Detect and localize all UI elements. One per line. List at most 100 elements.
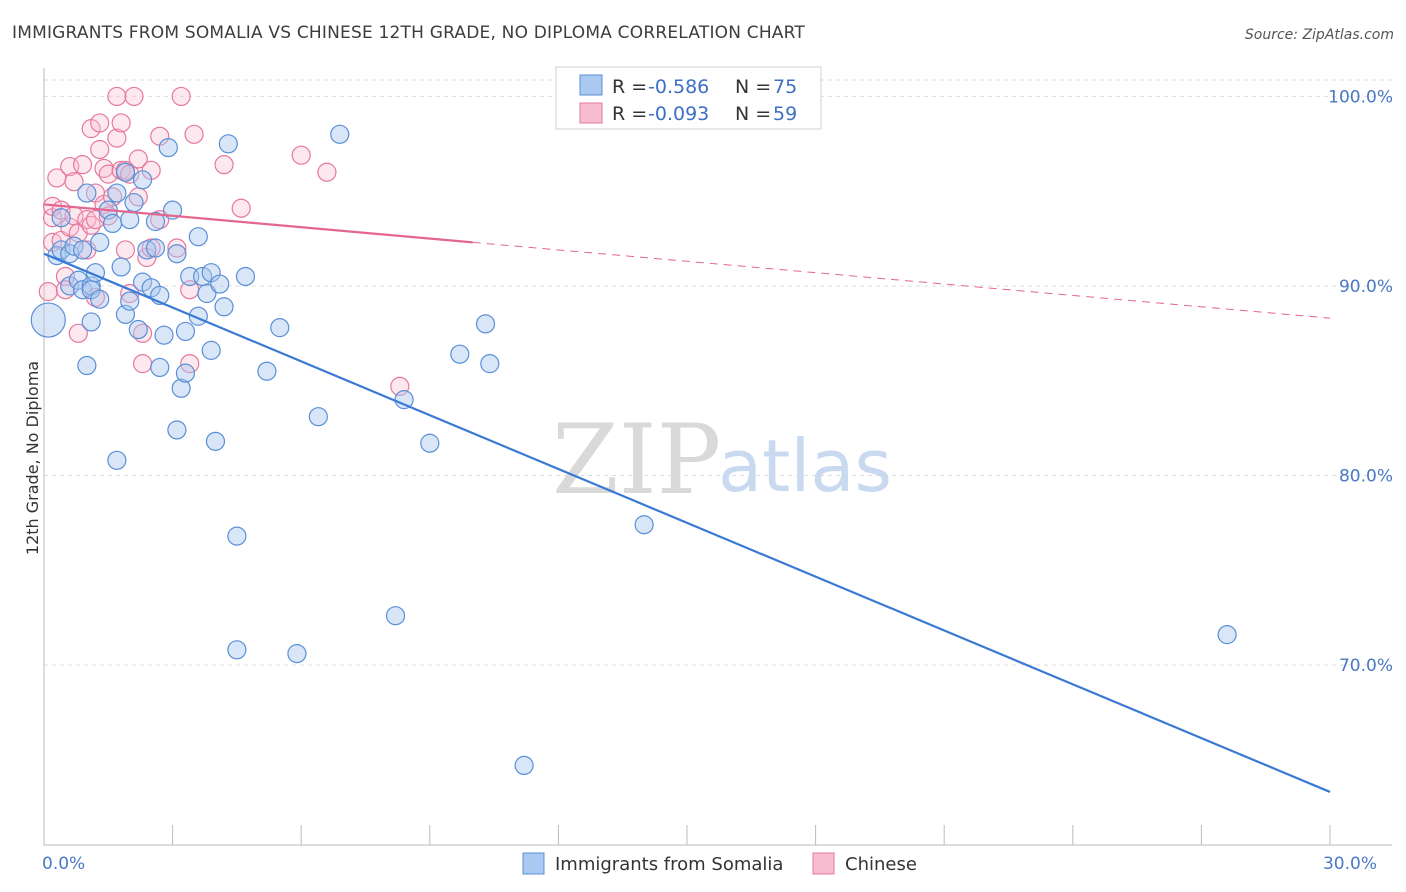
somalia-point [420,433,440,453]
legend-swatch-chinese [579,102,603,124]
somalia-point [197,283,217,304]
legend-r-label-chinese: R = [612,103,647,125]
chinese-point [128,149,148,169]
somalia-point [475,314,496,334]
series-somalia-points [30,124,1237,776]
somalia-point [132,170,153,190]
somalia-point [90,232,110,252]
somalia-point [171,378,191,398]
chinese-point [90,139,110,160]
somalia-point [158,137,178,158]
somalia-point [175,321,196,342]
somalia-point [210,274,230,294]
y-axis-label: 12th Grade, No Diploma [23,361,42,555]
chinese-point [38,282,58,302]
y-tick-label: 70.0% [1339,656,1393,676]
somalia-point [145,238,166,258]
somalia-point [107,450,127,470]
somalia-point [115,162,136,182]
axes: 100.0% 90.0% 80.0% 70.0% 0.0% 30.0% [42,68,1393,874]
y-tick-label: 80.0% [1339,466,1393,486]
somalia-point [167,420,187,440]
chinese-point [107,128,127,148]
correlation-legend: R = -0.586 N = 75 R = -0.093 N = 59 [555,66,822,130]
somalia-point [77,183,97,203]
somalia-point [111,257,131,277]
chinese-point [72,155,93,175]
chinese-point [115,240,136,260]
somalia-point [205,431,226,451]
series-legend-swatch-somalia [522,852,545,875]
chinese-point [291,145,311,165]
y-tick-label: 90.0% [1339,277,1393,297]
somalia-point [128,319,148,340]
somalia-point [81,312,101,332]
legend-n-value-chinese: 59 [773,103,797,125]
somalia-point [218,134,238,154]
somalia-point [188,227,208,247]
somalia-point [227,640,247,660]
chinese-point [68,323,88,343]
somalia-point [201,340,221,360]
x-tick-label: 0.0% [42,854,85,874]
chinese-trend-line [43,203,473,244]
chinese-point [90,113,110,133]
somalia-point [480,354,500,374]
somalia-point [214,297,234,317]
chinese-point [184,124,204,144]
chinese-point [171,86,191,107]
somalia-point [154,325,174,345]
somalia-point [634,515,654,535]
chinese-point [55,266,76,287]
source-label: Source: ZipAtlas.com [1245,27,1394,43]
series-chinese-points [38,86,410,396]
somalia-point [308,407,328,427]
legend-swatch-somalia [579,74,603,96]
somalia-point [167,244,187,264]
series-legend: Immigrants from Somalia Chinese [522,852,917,875]
legend-n-value-somalia: 75 [773,76,797,98]
watermark-atlas: atlas [718,424,892,508]
somalia-point [51,208,71,228]
chinese-point [124,86,144,107]
somalia-point [90,289,110,309]
somalia-point [514,755,534,776]
chinese-point [107,86,127,107]
watermark: ZIP atlas [552,404,892,516]
chinese-point [317,162,337,182]
series-legend-label-somalia: Immigrants from Somalia [555,854,783,875]
somalia-point [257,361,277,381]
legend-r-value-somalia: -0.586 [648,76,709,98]
somalia-point [1217,625,1237,645]
somalia-point [107,183,127,203]
somalia-point [120,291,140,311]
somalia-point [102,213,123,233]
somalia-point [385,606,406,626]
trend-lines [43,203,1331,793]
chinese-point [214,155,234,175]
chinese-trend-extension [472,241,1331,319]
x-tick-label: 30.0% [1323,854,1377,874]
somalia-point [235,266,256,287]
somalia-trend-line [43,252,1331,793]
somalia-point [287,643,307,664]
y-tick-label: 100.0% [1328,87,1393,107]
chinese-point [64,172,84,192]
somalia-point [72,240,93,260]
chinese-point [231,198,251,218]
legend-r-value-chinese: -0.093 [648,103,709,125]
somalia-point [450,344,470,364]
somalia-point [175,363,196,383]
legend-n-label-chinese: N = [735,103,771,125]
watermark-zip: ZIP [552,404,721,516]
somalia-point [150,357,170,378]
chinese-point [167,238,187,258]
somalia-point [77,355,97,376]
series-legend-label-chinese: Chinese [845,854,917,875]
somalia-point [330,124,350,144]
somalia-point [30,302,66,338]
somalia-point [145,211,166,232]
series-legend-swatch-chinese [812,852,835,875]
legend-r-label-somalia: R = [612,76,647,98]
